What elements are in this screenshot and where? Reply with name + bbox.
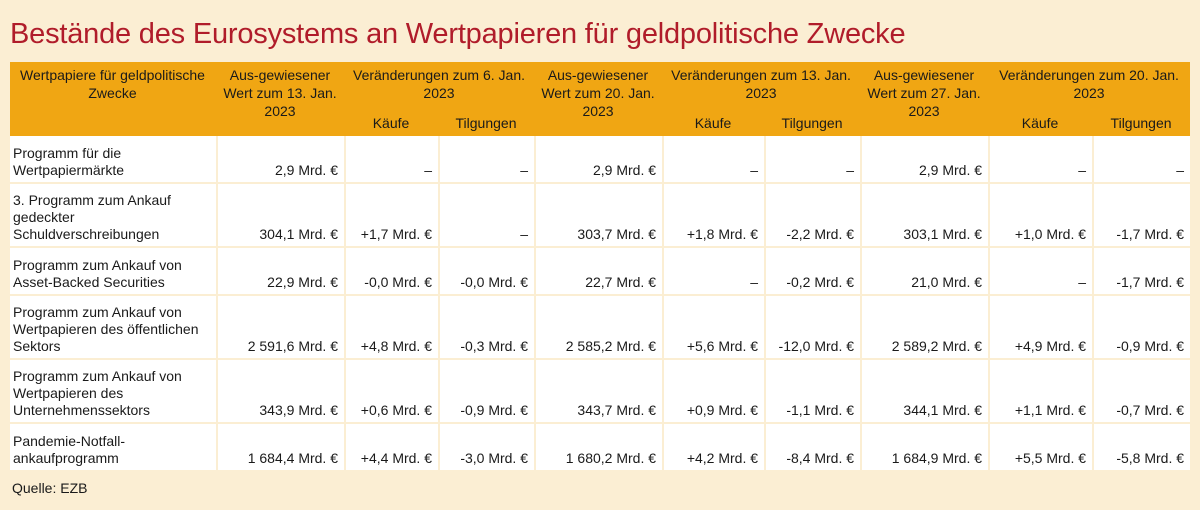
cell-kaeufe-13: +4,2 Mrd. € [662, 424, 765, 472]
row-label: Programm zum Ankauf von Wertpapieren des… [10, 296, 216, 360]
cell-value-27: 344,1 Mrd. € [860, 360, 989, 424]
header-change-20-jan: Veränderungen zum 20. Jan. 2023 [988, 62, 1191, 110]
table-row: Programm zum Ankauf von Wertpapieren des… [10, 360, 1191, 424]
cell-tilgungen-6: – [438, 136, 535, 184]
holdings-table: Wertpapiere für geldpolitische Zwecke Au… [10, 62, 1191, 472]
header-kaeufe-20: Käufe [988, 110, 1093, 136]
table-body: Programm für die Wertpapiermärkte 2,9 Mr… [10, 136, 1191, 472]
row-label: Programm für die Wertpapiermärkte [10, 136, 216, 184]
cell-value-27: 2,9 Mrd. € [860, 136, 989, 184]
cell-tilgungen-13: -0,2 Mrd. € [764, 248, 861, 296]
cell-value-13: 22,9 Mrd. € [216, 248, 344, 296]
cell-kaeufe-13: +5,6 Mrd. € [662, 296, 765, 360]
cell-kaeufe-13: +1,8 Mrd. € [662, 184, 765, 248]
cell-tilgungen-20: -1,7 Mrd. € [1092, 184, 1191, 248]
cell-kaeufe-6: +1,7 Mrd. € [344, 184, 438, 248]
cell-kaeufe-13: – [662, 136, 765, 184]
header-tilgungen-6: Tilgungen [438, 110, 535, 136]
header-value-27-jan: Aus-gewiesener Wert zum 27. Jan. 2023 [860, 62, 989, 136]
header-tilgungen-20: Tilgungen [1092, 110, 1191, 136]
cell-tilgungen-20: -5,8 Mrd. € [1092, 424, 1191, 472]
cell-tilgungen-6: -0,3 Mrd. € [438, 296, 535, 360]
row-label: 3. Programm zum Ankauf gedeckter Schuldv… [10, 184, 216, 248]
cell-value-20: 2,9 Mrd. € [534, 136, 663, 184]
cell-tilgungen-6: -3,0 Mrd. € [438, 424, 535, 472]
cell-kaeufe-20: +5,5 Mrd. € [988, 424, 1093, 472]
cell-tilgungen-6: – [438, 184, 535, 248]
cell-tilgungen-6: -0,0 Mrd. € [438, 248, 535, 296]
header-value-20-jan: Aus-gewiesener Wert zum 20. Jan. 2023 [534, 62, 663, 136]
table-row: 3. Programm zum Ankauf gedeckter Schuldv… [10, 184, 1191, 248]
table-row: Programm für die Wertpapiermärkte 2,9 Mr… [10, 136, 1191, 184]
row-label: Programm zum Ankauf von Asset-Backed Sec… [10, 248, 216, 296]
cell-value-27: 21,0 Mrd. € [860, 248, 989, 296]
table-row: Programm zum Ankauf von Wertpapieren des… [10, 296, 1191, 360]
cell-tilgungen-20: – [1092, 136, 1191, 184]
row-label: Programm zum Ankauf von Wertpapieren des… [10, 360, 216, 424]
cell-value-13: 304,1 Mrd. € [216, 184, 344, 248]
cell-tilgungen-20: -1,7 Mrd. € [1092, 248, 1191, 296]
row-label: Pandemie-Notfall-ankaufprogramm [10, 424, 216, 472]
cell-kaeufe-6: +4,4 Mrd. € [344, 424, 438, 472]
header-row-label: Wertpapiere für geldpolitische Zwecke [10, 62, 216, 136]
cell-value-13: 1 684,4 Mrd. € [216, 424, 344, 472]
cell-value-13: 343,9 Mrd. € [216, 360, 344, 424]
cell-value-20: 2 585,2 Mrd. € [534, 296, 663, 360]
cell-kaeufe-20: – [988, 136, 1093, 184]
cell-kaeufe-20: +1,0 Mrd. € [988, 184, 1093, 248]
cell-kaeufe-20: +4,9 Mrd. € [988, 296, 1093, 360]
cell-tilgungen-13: -12,0 Mrd. € [764, 296, 861, 360]
cell-value-27: 2 589,2 Mrd. € [860, 296, 989, 360]
header-value-13-jan: Aus-gewiesener Wert zum 13. Jan. 2023 [216, 62, 344, 136]
cell-value-20: 22,7 Mrd. € [534, 248, 663, 296]
cell-value-20: 343,7 Mrd. € [534, 360, 663, 424]
cell-value-27: 1 684,9 Mrd. € [860, 424, 989, 472]
header-tilgungen-13: Tilgungen [764, 110, 861, 136]
table-row: Programm zum Ankauf von Asset-Backed Sec… [10, 248, 1191, 296]
header-kaeufe-6: Käufe [344, 110, 438, 136]
cell-tilgungen-20: -0,7 Mrd. € [1092, 360, 1191, 424]
source-note: Quelle: EZB [12, 480, 88, 496]
cell-tilgungen-13: – [764, 136, 861, 184]
header-kaeufe-13: Käufe [662, 110, 765, 136]
cell-value-27: 303,1 Mrd. € [860, 184, 989, 248]
header-change-13-jan: Veränderungen zum 13. Jan. 2023 [662, 62, 861, 110]
cell-tilgungen-6: -0,9 Mrd. € [438, 360, 535, 424]
cell-tilgungen-20: -0,9 Mrd. € [1092, 296, 1191, 360]
cell-value-20: 303,7 Mrd. € [534, 184, 663, 248]
cell-kaeufe-13: – [662, 248, 765, 296]
table-header: Wertpapiere für geldpolitische Zwecke Au… [10, 62, 1191, 136]
cell-tilgungen-13: -2,2 Mrd. € [764, 184, 861, 248]
cell-kaeufe-20: +1,1 Mrd. € [988, 360, 1093, 424]
cell-kaeufe-6: +4,8 Mrd. € [344, 296, 438, 360]
cell-tilgungen-13: -8,4 Mrd. € [764, 424, 861, 472]
cell-kaeufe-20: – [988, 248, 1093, 296]
cell-kaeufe-6: – [344, 136, 438, 184]
cell-tilgungen-13: -1,1 Mrd. € [764, 360, 861, 424]
table-row: Pandemie-Notfall-ankaufprogramm 1 684,4 … [10, 424, 1191, 472]
cell-kaeufe-13: +0,9 Mrd. € [662, 360, 765, 424]
cell-kaeufe-6: +0,6 Mrd. € [344, 360, 438, 424]
cell-kaeufe-6: -0,0 Mrd. € [344, 248, 438, 296]
page-title: Bestände des Eurosystems an Wertpapieren… [10, 18, 906, 50]
cell-value-13: 2 591,6 Mrd. € [216, 296, 344, 360]
cell-value-13: 2,9 Mrd. € [216, 136, 344, 184]
cell-value-20: 1 680,2 Mrd. € [534, 424, 663, 472]
header-change-6-jan: Veränderungen zum 6. Jan. 2023 [344, 62, 535, 110]
